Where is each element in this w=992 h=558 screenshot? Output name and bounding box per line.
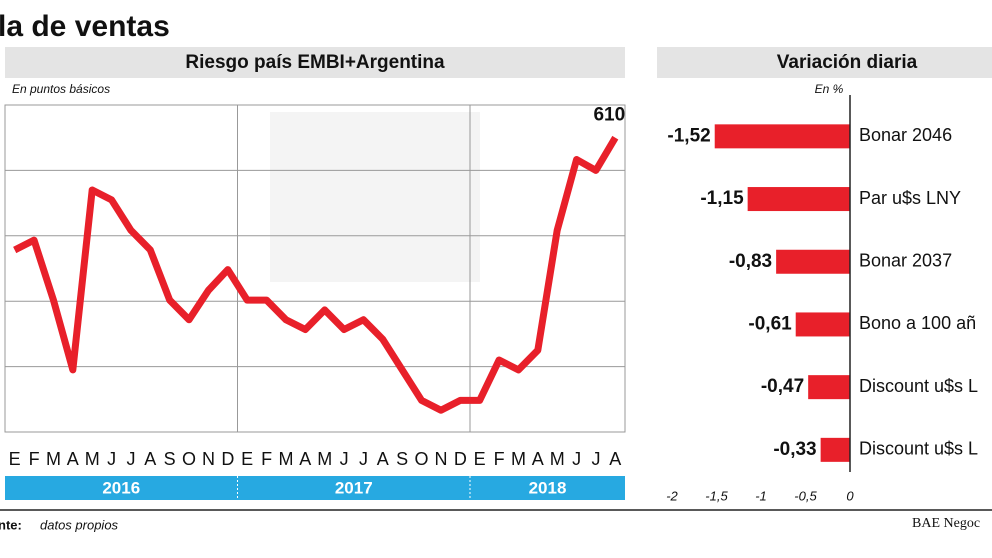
x-tick-label: A bbox=[144, 449, 156, 469]
credit: BAE Negoc bbox=[912, 516, 980, 531]
background-photo bbox=[270, 112, 480, 282]
bar bbox=[808, 375, 850, 400]
x-tick-label: A bbox=[532, 449, 544, 469]
x-tick-label: J bbox=[340, 449, 349, 469]
x-tick-label: F bbox=[29, 449, 40, 469]
x-tick-label: A bbox=[377, 449, 389, 469]
x-tick-label: J bbox=[591, 449, 600, 469]
chart-title: Riesgo país EMBI+Argentina bbox=[185, 52, 445, 73]
subtitle: En puntos básicos bbox=[12, 82, 110, 96]
x-tick-label: D bbox=[221, 449, 234, 469]
x-tick-label: M bbox=[550, 449, 565, 469]
x-tick-label: E bbox=[241, 449, 253, 469]
x-tick-label: S bbox=[164, 449, 176, 469]
bar bbox=[714, 124, 850, 149]
x-tick-label: A bbox=[67, 449, 79, 469]
category-label: Discount u$s L bbox=[859, 376, 978, 396]
subtitle: En % bbox=[815, 82, 844, 96]
x-tick-label: A bbox=[299, 449, 311, 469]
x-tick-label: A bbox=[609, 449, 621, 469]
data-label: -0,47 bbox=[761, 376, 804, 397]
x-tick-label: J bbox=[126, 449, 135, 469]
x-tick-label: -1,5 bbox=[705, 488, 728, 503]
header-band bbox=[5, 47, 625, 78]
category-label: Bono a 100 añ bbox=[859, 313, 976, 333]
bar bbox=[795, 312, 850, 337]
bar bbox=[747, 187, 850, 212]
x-tick-label: -2 bbox=[666, 488, 678, 503]
x-tick-label: E bbox=[9, 449, 21, 469]
source-label: nte: bbox=[0, 517, 22, 532]
x-tick-label: J bbox=[107, 449, 116, 469]
data-label: -0,83 bbox=[729, 251, 772, 272]
category-label: Bonar 2037 bbox=[859, 251, 952, 271]
x-tick-label: M bbox=[278, 449, 293, 469]
x-tick-label: M bbox=[46, 449, 61, 469]
bar bbox=[776, 249, 850, 274]
x-tick-label: J bbox=[359, 449, 368, 469]
data-label: -1,15 bbox=[700, 188, 744, 209]
page-title: la de ventas bbox=[0, 10, 170, 43]
x-tick-label: F bbox=[494, 449, 505, 469]
year-band bbox=[5, 476, 238, 500]
x-tick-label: O bbox=[415, 449, 429, 469]
data-label: -0,61 bbox=[748, 313, 792, 334]
x-tick-label: F bbox=[261, 449, 272, 469]
x-tick-label: M bbox=[85, 449, 100, 469]
x-tick-label: M bbox=[511, 449, 526, 469]
x-tick-label: N bbox=[434, 449, 447, 469]
x-tick-label: M bbox=[317, 449, 332, 469]
bar bbox=[820, 437, 850, 462]
x-tick-label: O bbox=[182, 449, 196, 469]
x-tick-label: D bbox=[454, 449, 467, 469]
year-band bbox=[237, 476, 470, 500]
year-label: 2016 bbox=[102, 478, 140, 497]
data-label: -0,33 bbox=[773, 439, 816, 460]
x-tick-label: J bbox=[572, 449, 581, 469]
category-label: Par u$s LNY bbox=[859, 188, 961, 208]
header-band bbox=[657, 47, 992, 78]
x-tick-label: S bbox=[396, 449, 408, 469]
x-tick-label: E bbox=[474, 449, 486, 469]
chart-title: Variación diaria bbox=[777, 52, 918, 73]
line-series bbox=[13, 135, 619, 414]
x-tick-label: -1 bbox=[755, 488, 767, 503]
x-tick-label: -0,5 bbox=[794, 488, 817, 503]
x-tick-label: 0 bbox=[846, 488, 854, 503]
source: datos propios bbox=[40, 517, 119, 532]
year-label: 2017 bbox=[335, 478, 373, 497]
year-label: 2018 bbox=[529, 478, 567, 497]
category-label: Discount u$s L bbox=[859, 439, 978, 459]
data-label: 610 bbox=[593, 105, 625, 126]
data-label: -1,52 bbox=[667, 125, 710, 146]
x-tick-label: N bbox=[202, 449, 215, 469]
category-label: Bonar 2046 bbox=[859, 125, 952, 145]
year-band bbox=[470, 476, 625, 500]
